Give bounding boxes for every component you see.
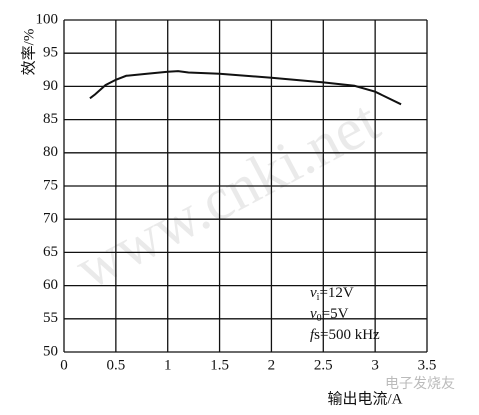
x-tick-label: 2 bbox=[268, 357, 276, 373]
annotation-symbol: v bbox=[310, 306, 317, 322]
y-tick-label: 65 bbox=[43, 244, 58, 260]
x-tick-label: 2.5 bbox=[314, 357, 333, 373]
y-tick-label: 95 bbox=[43, 45, 58, 61]
annotation: vi=12V bbox=[310, 285, 354, 303]
annotation-text: =5V bbox=[322, 306, 349, 322]
y-tick-label: 70 bbox=[43, 211, 58, 227]
annotation-symbol: v bbox=[310, 285, 317, 301]
y-axis-label: 效率/% bbox=[20, 29, 37, 76]
x-tick-label: 0.5 bbox=[106, 357, 125, 373]
y-tick-label: 55 bbox=[43, 310, 58, 326]
y-tick-label: 50 bbox=[43, 343, 58, 359]
x-tick-label: 3 bbox=[371, 357, 379, 373]
annotation: v0=5V bbox=[310, 306, 349, 324]
x-tick-label: 3.5 bbox=[418, 357, 437, 373]
annotation-text: s=500 kHz bbox=[314, 327, 380, 343]
annotation-text: =12V bbox=[319, 285, 353, 301]
annotation-subscript: i bbox=[317, 292, 320, 303]
y-tick-label: 100 bbox=[36, 11, 59, 27]
x-tick-label: 0 bbox=[60, 357, 68, 373]
y-tick-label: 60 bbox=[43, 277, 58, 293]
x-tick-label: 1 bbox=[164, 357, 172, 373]
logo: 电子发烧友 bbox=[385, 376, 455, 392]
x-axis-label: 输出电流/A bbox=[327, 390, 402, 407]
data-line bbox=[89, 70, 402, 106]
x-tick-label: 1.5 bbox=[210, 357, 229, 373]
y-tick-label: 80 bbox=[43, 144, 58, 160]
y-tick-label: 85 bbox=[43, 111, 58, 127]
annotation: fs=500 kHz bbox=[310, 327, 380, 343]
annotation-subscript: 0 bbox=[317, 313, 322, 324]
y-tick-label: 90 bbox=[43, 78, 58, 94]
annotation-symbol: f bbox=[310, 327, 316, 343]
y-tick-label: 75 bbox=[43, 177, 58, 193]
